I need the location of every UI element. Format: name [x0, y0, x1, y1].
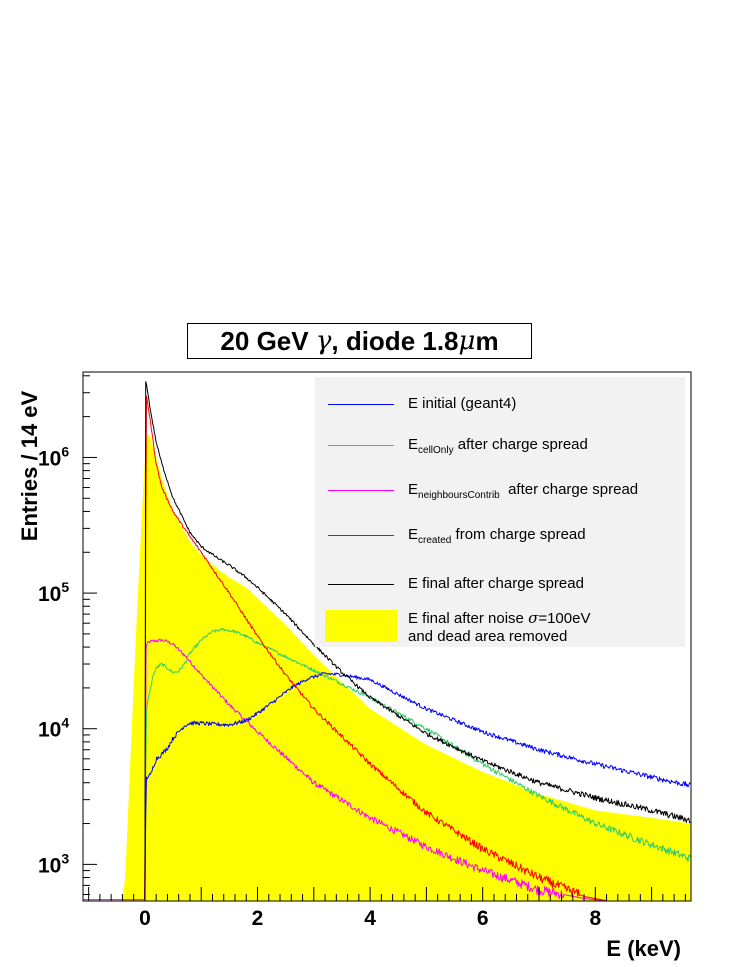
axes-layer: 0 2 4 6 8 103 104 105 106	[38, 375, 686, 930]
x-tick-label: 0	[139, 907, 151, 930]
y-tick-label: 105	[38, 579, 69, 606]
title-middle: , diode 1.8	[331, 325, 459, 356]
legend-label-final: E final after charge spread	[408, 575, 584, 592]
legend-entry-initial: E initial (geant4)	[315, 384, 685, 424]
chart-title: 20 GeV γ, diode 1.8 μ m	[187, 323, 532, 359]
series-cellOnly-line	[144, 628, 691, 900]
series-final-noise-fill	[83, 434, 691, 901]
x-tick-label: 2	[252, 907, 264, 930]
series-neighbours-line	[83, 638, 607, 901]
series-initial-line	[144, 672, 691, 900]
title-prefix: 20 GeV	[220, 325, 316, 356]
legend: E initial (geant4) EcellOnly after charg…	[315, 377, 685, 647]
lines-layer	[83, 381, 691, 901]
y-axis-label: Entries / 14 eV	[17, 390, 42, 542]
fill-layer	[83, 434, 691, 901]
legend-label-final-noise: E final after noise σ=100eV and dead area…	[408, 609, 591, 645]
legend-label-cellonly: EcellOnly after charge spread	[408, 436, 588, 456]
legend-swatch-initial	[328, 404, 394, 405]
series-final-line	[144, 381, 691, 900]
x-tick-label: 4	[364, 907, 376, 930]
legend-label-initial: E initial (geant4)	[408, 395, 517, 412]
legend-swatch-final	[328, 584, 394, 585]
legend-swatch-final-noise	[325, 610, 397, 642]
legend-label-created: Ecreated from charge spread	[408, 526, 586, 546]
legend-swatch-created	[328, 535, 394, 536]
legend-entry-cellonly: EcellOnly after charge spread	[315, 425, 685, 465]
legend-entry-created: Ecreated from charge spread	[315, 515, 685, 555]
legend-swatch-neighbours	[328, 490, 394, 491]
legend-entry-neighbours: EneighboursContrib after charge spread	[315, 470, 685, 510]
title-gamma: γ	[315, 326, 332, 356]
legend-entry-final-noise: E final after noise σ=100eV and dead area…	[315, 604, 685, 645]
legend-entry-final: E final after charge spread	[315, 564, 685, 604]
legend-swatch-cellonly	[328, 445, 394, 446]
title-mu: μ	[458, 326, 476, 356]
x-tick-label: 6	[477, 907, 489, 930]
y-tick-label: 106	[38, 443, 69, 470]
series-created-line	[144, 395, 607, 901]
x-axis-label: E (keV)	[606, 936, 681, 961]
title-suffix: m	[475, 325, 499, 356]
legend-label-neighbours: EneighboursContrib after charge spread	[408, 481, 639, 501]
plot-frame	[82, 371, 692, 902]
y-tick-label: 104	[38, 715, 69, 742]
y-tick-label: 103	[38, 850, 69, 877]
x-tick-label: 8	[589, 907, 601, 930]
